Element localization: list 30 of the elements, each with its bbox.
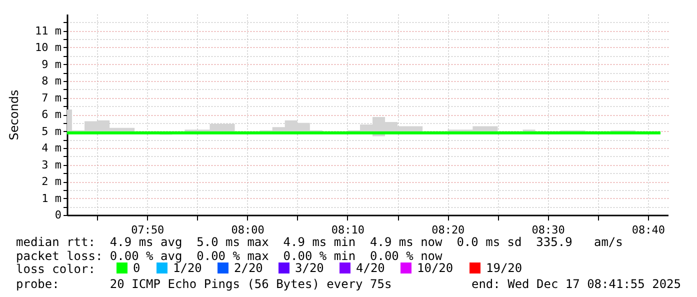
legend-label: 3/20 (295, 261, 324, 275)
y-tick-label: 0 (54, 208, 62, 222)
text: packet loss: 0.00 % avg 0.00 % max 0.00 % min 0.00 % now (16, 249, 442, 263)
legend-label: 4/20 (356, 261, 385, 275)
legend-title: loss color: (16, 262, 96, 276)
x-tick-label: 08:30 (532, 224, 565, 236)
legend-label: 19/20 (486, 261, 522, 275)
x-tick-label: 08:20 (432, 224, 465, 236)
text: median rtt: 4.9 ms avg 5.0 ms max 4.9 ms min 4.9 ms now 0.0 ms sd 335.9 am/s (16, 235, 623, 249)
x-tick-label: 07:50 (131, 224, 164, 236)
y-tick-label: 7 m (42, 91, 62, 104)
legend-label: 2/20 (234, 261, 263, 275)
y-tick-label: 1 m (42, 192, 62, 205)
text: end: Wed Dec 17 08:41:55 2025 (471, 277, 681, 291)
legend-label: 10/20 (417, 261, 454, 275)
y-tick-label: 11 m (35, 24, 62, 38)
x-tick-label: 08:10 (331, 224, 365, 236)
x-tick-label: 08:40 (632, 224, 666, 236)
y-axis-title: Seconds (7, 90, 22, 140)
y-tick-label: 10 m (35, 41, 62, 54)
text: probe: 20 ICMP Echo Pings (56 Bytes) every 75s (16, 277, 392, 291)
y-tick-label: 4 m (42, 142, 62, 154)
y-tick-label: 6 m (42, 108, 62, 121)
legend-label: 0 (133, 261, 140, 275)
y-tick-label: 5 m (42, 124, 62, 138)
x-tick-label: 08:00 (231, 224, 264, 236)
y-tick-label: 3 m (42, 158, 62, 172)
y-tick-label: 9 m (42, 58, 62, 71)
y-tick-label: 8 m (42, 74, 62, 88)
y-tick-label: 2 m (42, 175, 62, 188)
